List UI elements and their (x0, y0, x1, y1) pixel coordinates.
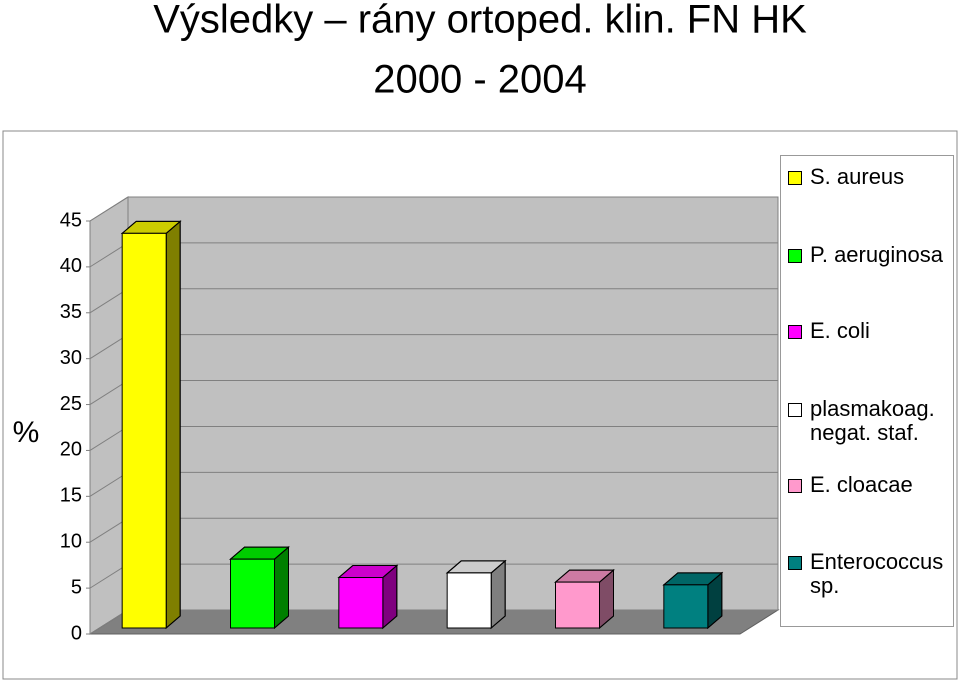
bar-side-shade (165, 220, 181, 630)
chart-title: Výsledky – rány ortoped. klin. FN HK (153, 0, 807, 42)
legend-label: E. cloacae (810, 472, 913, 497)
legend-item: E. coli (788, 319, 948, 343)
grid-line (89, 196, 778, 222)
back-wall (127, 196, 779, 611)
legend (780, 155, 954, 627)
legend-swatch (788, 325, 802, 339)
y-axis-label: % (13, 416, 40, 449)
y-tick-label: 20 (60, 439, 82, 461)
legend-item: E. cloacae (788, 473, 948, 497)
y-tick-label: 5 (71, 576, 82, 598)
legend-label: S. aureus (810, 164, 905, 189)
legend-swatch (788, 479, 802, 493)
bar (338, 577, 384, 629)
y-tick-label: 30 (60, 347, 82, 369)
legend-item: P. aeruginosa (788, 243, 948, 267)
legend-label: plasmakoag. negat. staf. (810, 396, 935, 445)
bar (446, 572, 492, 629)
bar (121, 232, 167, 629)
bar-side-shade (274, 546, 289, 630)
bar (230, 558, 275, 629)
legend-swatch (788, 249, 802, 263)
y-tick-label: 25 (60, 393, 82, 415)
bar (555, 581, 600, 629)
legend-item: S. aureus (788, 165, 948, 189)
y-tick-label: 0 (71, 622, 82, 644)
y-tick-label: 15 (60, 485, 82, 507)
legend-swatch (788, 556, 802, 570)
legend-label: E. coli (810, 318, 870, 343)
y-tick-label: 10 (60, 531, 82, 553)
legend-swatch (788, 171, 802, 185)
legend-swatch (788, 403, 802, 417)
legend-item: Enterococcus sp. (788, 550, 948, 598)
legend-item: plasmakoag. negat. staf. (788, 397, 948, 445)
y-tick-label: 35 (60, 301, 82, 323)
legend-label: P. aeruginosa (810, 242, 943, 267)
legend-label: Enterococcus sp. (810, 549, 944, 598)
chart-subtitle: 2000 - 2004 (373, 58, 587, 102)
y-tick-label: 45 (60, 209, 82, 231)
y-tick-label: 40 (60, 255, 82, 277)
bar (663, 584, 709, 629)
